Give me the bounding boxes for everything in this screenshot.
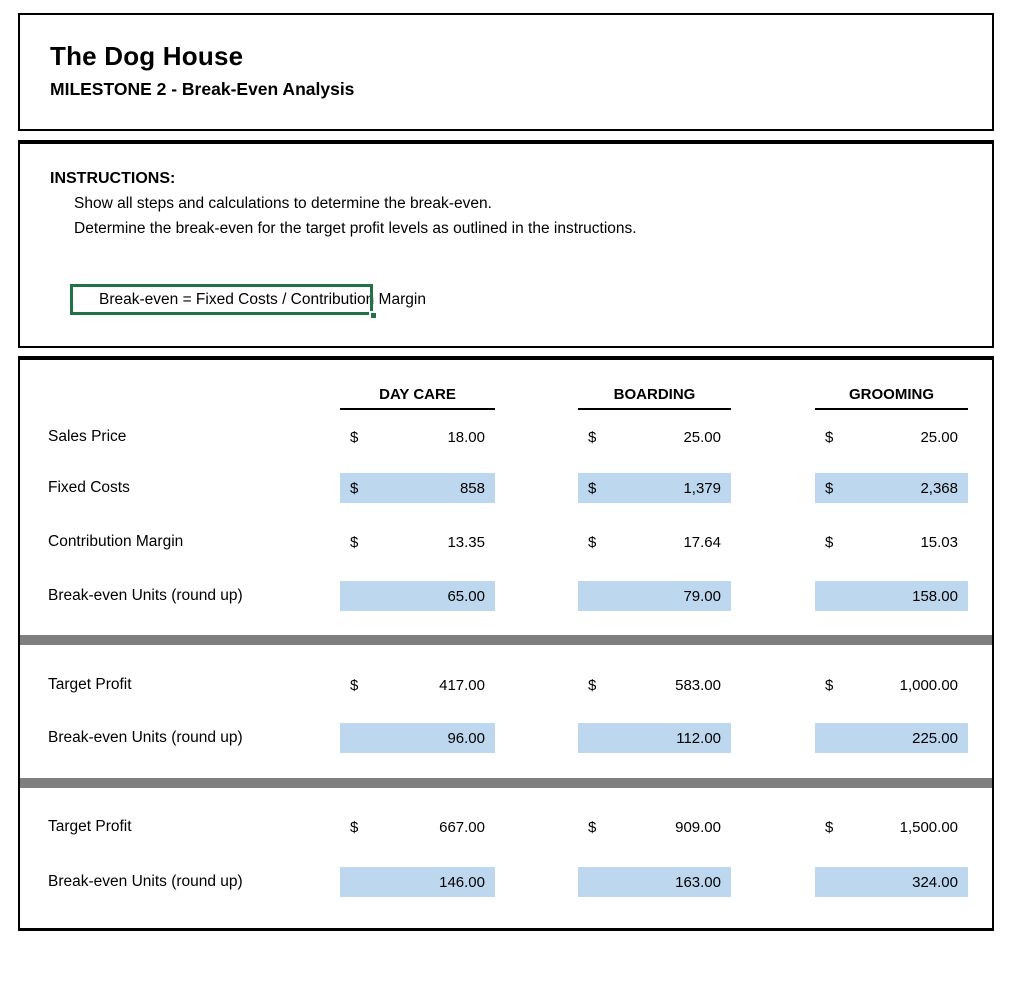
cell-value: 667.00 [439,818,485,836]
cell-boarding[interactable]: 163.00 [578,867,731,897]
cell-boarding[interactable]: $909.00 [578,812,731,842]
table-row: Break-even Units (round up) 65.00 79.00 … [48,581,968,611]
section-divider [20,635,992,645]
currency-symbol: $ [350,428,359,446]
column-header-boarding: BOARDING [578,386,731,410]
table-row: Break-even Units (round up) 146.00 163.0… [48,867,968,897]
row-label: Fixed Costs [48,479,130,496]
column-header-row: DAY CARE BOARDING GROOMING [48,386,968,410]
cell-grooming[interactable]: $1,000.00 [815,670,968,700]
page-title: The Dog House [50,41,244,71]
row-label: Break-even Units (round up) [48,873,243,890]
cell-grooming[interactable]: 324.00 [815,867,968,897]
currency-symbol: $ [825,428,834,446]
cell-daycare[interactable]: $417.00 [340,670,495,700]
cell-grooming[interactable]: $2,368 [815,473,968,503]
table-row: Contribution Margin $13.35 $17.64 $15.03 [48,527,968,557]
table-row: Sales Price $18.00 $25.00 $25.00 [48,422,968,452]
cell-boarding[interactable]: $17.64 [578,527,731,557]
title-section: The Dog House MILESTONE 2 - Break-Even A… [18,13,994,131]
page-subtitle: MILESTONE 2 - Break-Even Analysis [50,79,355,99]
row-label: Break-even Units (round up) [48,587,243,604]
cell-value: 112.00 [676,729,721,747]
table-row: Target Profit $417.00 $583.00 $1,000.00 [48,670,968,700]
cell-value: 324.00 [912,873,958,891]
instruction-line: Determine the break-even for the target … [74,220,637,237]
currency-symbol: $ [588,479,597,497]
currency-symbol: $ [350,533,359,551]
instruction-line: Show all steps and calculations to deter… [74,195,492,212]
cell-daycare[interactable]: 65.00 [340,581,495,611]
cell-daycare[interactable]: $667.00 [340,812,495,842]
cell-grooming[interactable]: 158.00 [815,581,968,611]
currency-symbol: $ [825,479,834,497]
table-row: Target Profit $667.00 $909.00 $1,500.00 [48,812,968,842]
currency-symbol: $ [588,533,597,551]
currency-symbol: $ [588,676,597,694]
currency-symbol: $ [588,818,597,836]
row-label: Target Profit [48,676,132,693]
formula-text: Break-even = Fixed Costs / Contribution … [99,291,426,308]
cell-grooming[interactable]: $15.03 [815,527,968,557]
column-header-grooming: GROOMING [815,386,968,410]
selected-formula-cell[interactable]: Break-even = Fixed Costs / Contribution … [70,284,426,320]
currency-symbol: $ [350,676,359,694]
fill-handle[interactable] [369,311,378,320]
cell-value: 25.00 [920,428,958,446]
cell-value: 146.00 [439,873,485,891]
currency-symbol: $ [588,428,597,446]
cell-value: 96.00 [447,729,485,747]
row-label: Contribution Margin [48,533,184,550]
instructions-section: INSTRUCTIONS: Show all steps and calcula… [18,140,994,348]
cell-boarding[interactable]: $1,379 [578,473,731,503]
cell-value: 225.00 [912,729,958,747]
currency-symbol: $ [350,818,359,836]
currency-symbol: $ [350,479,359,497]
cell-boarding[interactable]: $25.00 [578,422,731,452]
cell-value: 17.64 [683,533,721,551]
cell-value: 417.00 [439,676,485,694]
cell-value: 79.00 [683,587,721,605]
cell-value: 1,000.00 [899,676,958,694]
break-even-table: DAY CARE BOARDING GROOMING Sales Price $… [18,356,994,931]
cell-value: 858 [459,479,485,497]
table-row: Fixed Costs $858 $1,379 $2,368 [48,473,968,503]
column-header-daycare: DAY CARE [340,386,495,410]
cell-daycare[interactable]: 146.00 [340,867,495,897]
cell-daycare[interactable]: $18.00 [340,422,495,452]
cell-value: 158.00 [912,587,958,605]
cell-value: 25.00 [683,428,721,446]
row-label: Target Profit [48,818,132,835]
cell-grooming[interactable]: $1,500.00 [815,812,968,842]
worksheet: The Dog House MILESTONE 2 - Break-Even A… [18,13,994,931]
cell-value: 2,368 [920,479,958,497]
cell-value: 13.35 [447,533,485,551]
cell-daycare[interactable]: 96.00 [340,723,495,753]
cell-value: 583.00 [675,676,721,694]
cell-grooming[interactable]: 225.00 [815,723,968,753]
cell-boarding[interactable]: 112.00 [578,723,731,753]
cell-boarding[interactable]: 79.00 [578,581,731,611]
cell-value: 1,379 [683,479,721,497]
cell-daycare[interactable]: $13.35 [340,527,495,557]
cell-value: 1,500.00 [899,818,958,836]
instructions-heading: INSTRUCTIONS: [50,170,176,187]
cell-value: 909.00 [675,818,721,836]
currency-symbol: $ [825,818,834,836]
row-label: Break-even Units (round up) [48,729,243,746]
cell-value: 18.00 [447,428,485,446]
currency-symbol: $ [825,676,834,694]
cell-value: 163.00 [675,873,721,891]
currency-symbol: $ [825,533,834,551]
cell-boarding[interactable]: $583.00 [578,670,731,700]
cell-value: 65.00 [447,587,485,605]
cell-daycare[interactable]: $858 [340,473,495,503]
row-label: Sales Price [48,428,127,445]
table-row: Break-even Units (round up) 96.00 112.00… [48,723,968,753]
cell-grooming[interactable]: $25.00 [815,422,968,452]
section-divider [20,778,992,788]
cell-value: 15.03 [920,533,958,551]
